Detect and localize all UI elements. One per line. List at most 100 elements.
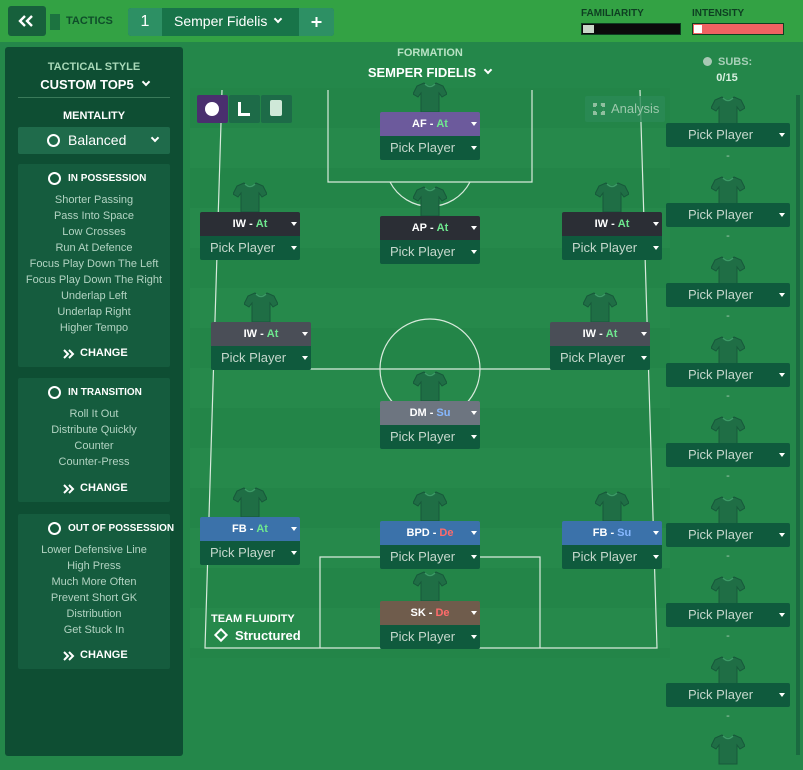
duty: At [605,328,618,340]
instruction: Distribution [66,608,122,620]
shirt-icon [412,490,448,522]
player-view-icon [205,102,219,116]
shirt-icon [710,575,746,607]
role-bar: IW - At [562,212,662,236]
change-button[interactable]: CHANGE [80,347,128,359]
player-slot[interactable]: FB - At Pick Player [200,517,300,565]
shirt-icon [594,181,630,213]
role-text: BPD - De [407,527,454,539]
player-slot[interactable]: AF - At Pick Player [380,112,480,160]
pick-player[interactable]: Pick Player [211,346,311,370]
player-slot[interactable]: IW - At Pick Player [200,212,300,260]
pick-player[interactable]: Pick Player [200,236,300,260]
mentality-dropdown[interactable] [18,127,170,154]
section-icon [48,522,61,535]
instruction-box [18,378,170,502]
style-name: CUSTOM TOP5 [40,77,134,92]
intensity-marker [694,25,702,33]
shirt-collar [424,572,436,577]
shirt [582,292,618,323]
sub-slot[interactable]: Pick Player [666,523,790,547]
sub-name: - [726,550,730,562]
pick-player[interactable]: Pick Player [380,240,480,264]
change-button[interactable]: CHANGE [80,649,128,661]
duty: At [255,218,268,230]
shirt-collar [722,257,734,262]
duty: At [256,523,268,535]
shirt-collar [722,177,734,182]
separator: - [249,523,254,535]
sub-slot[interactable]: Pick Player [666,283,790,307]
separator: - [428,607,433,619]
sub-slot[interactable]: Pick Player [666,603,790,627]
dropdown-arrow [291,551,297,555]
instruction: Underlap Left [60,290,128,302]
pick-player[interactable]: Pick Player [380,425,480,449]
player-slot[interactable]: IW - At Pick Player [211,322,311,370]
double-chevron [63,349,75,359]
add-tactic-button[interactable] [299,8,334,36]
back-button[interactable] [8,6,46,36]
separator: - [249,218,253,230]
shirt-icon [710,95,746,127]
shirt-icon [594,490,630,522]
player-slot[interactable]: IW - At Pick Player [562,212,662,260]
pick-player[interactable]: Pick Player [380,625,480,649]
player-slot[interactable]: SK - De Pick Player [380,601,480,649]
shirt-icon [710,495,746,527]
instruction: Underlap Right [57,306,131,318]
separator: - [430,222,434,234]
pick-player: Pick Player [688,287,754,302]
change-button[interactable]: CHANGE [80,482,128,494]
player-slot[interactable]: BPD - De Pick Player [380,521,480,569]
separator: - [429,118,434,130]
chevron-lines [63,349,75,359]
separator: - [429,407,434,419]
instruction: Much More Often [51,576,137,588]
shirt-icon [412,185,448,217]
instruction: Run At Defence [55,242,133,254]
instruction: Pass Into Space [53,210,135,222]
shirt-icon [710,255,746,287]
stats-icon [238,102,250,116]
sub-slot[interactable]: Pick Player [666,683,790,707]
sub-name: - [726,710,730,722]
pick-player[interactable]: Pick Player [380,136,480,160]
view-button[interactable] [229,95,260,123]
pick-player[interactable]: Pick Player [562,545,662,569]
pick-player[interactable]: Pick Player [380,545,480,569]
shirt-collar [606,492,618,497]
pick-player[interactable]: Pick Player [562,236,662,260]
player-slot[interactable]: DM - Su Pick Player [380,401,480,449]
style-label: TACTICAL STYLE [47,61,141,73]
mentality-icon [47,134,60,147]
analysis-button[interactable] [585,96,665,122]
shirt-shape [710,176,746,207]
shirt-shape [582,292,618,323]
shirt-collar [244,183,256,188]
sub-slot[interactable]: Pick Player [666,203,790,227]
pick-player: Pick Player [688,367,754,382]
player-slot[interactable]: IW - At Pick Player [550,322,650,370]
sub-slot[interactable]: Pick Player [666,363,790,387]
dropdown-arrow [302,332,308,336]
dropdown-arrow [653,222,659,226]
pick-player[interactable]: Pick Player [550,346,650,370]
section-icon [48,386,61,399]
instruction: Roll It Out [69,408,119,420]
pick-player[interactable]: Pick Player [200,541,300,565]
player-slot[interactable]: FB - Su Pick Player [562,521,662,569]
role-bar: IW - At [211,322,311,346]
sub-slot[interactable]: Pick Player [666,123,790,147]
player-slot[interactable]: AP - At Pick Player [380,216,480,264]
instruction: Lower Defensive Line [41,544,147,556]
sub-name: - [726,230,730,242]
separator: - [610,527,615,539]
back-arrows [18,15,33,27]
role-bar: AF - At [380,112,480,136]
shirt-collar [606,183,618,188]
sub-slot[interactable]: Pick Player [666,443,790,467]
dropdown-arrow [779,533,785,537]
change-icon [62,483,76,497]
